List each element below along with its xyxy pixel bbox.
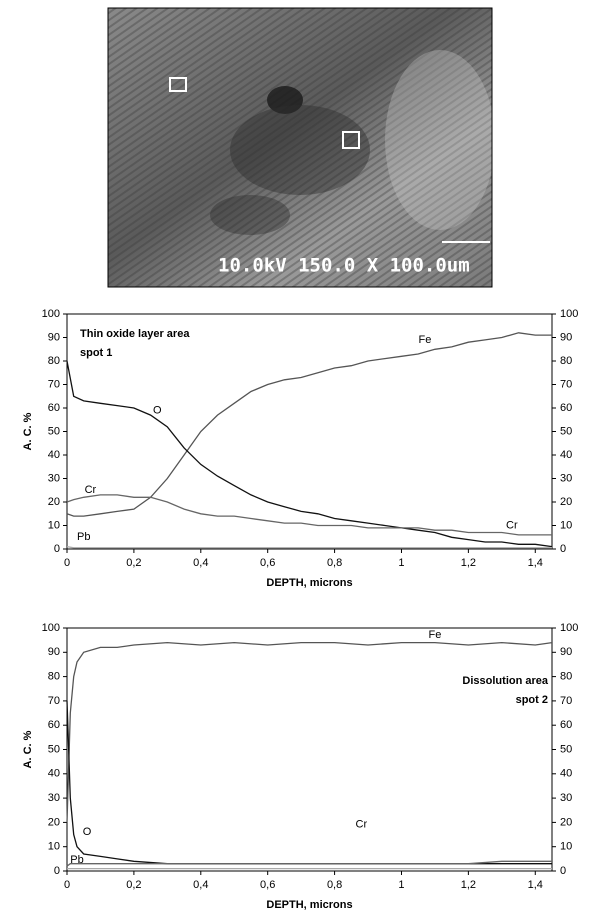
x-tick-label: 1,4 [528, 879, 543, 891]
y-tick-label: 60 [48, 719, 60, 731]
y-tick-label: 50 [48, 425, 60, 437]
plot-frame [66, 313, 553, 550]
y-tick-label: 30 [48, 792, 60, 804]
y2-tick-label: 10 [560, 519, 572, 531]
series-label: O [153, 404, 162, 416]
y-tick-label: 0 [54, 865, 60, 877]
y2-tick-label: 40 [560, 449, 572, 461]
series-line [66, 641, 553, 823]
y-tick-label: 100 [42, 308, 60, 320]
y2-tick-label: 30 [560, 472, 572, 484]
x-tick-label: 1,2 [461, 879, 476, 891]
series-line [66, 494, 552, 536]
y2-tick-label: 50 [560, 743, 572, 755]
y2-tick-label: 70 [560, 378, 572, 390]
y-axis-label: A. C. % [22, 412, 34, 450]
x-axis-label: DEPTH, microns [266, 577, 352, 589]
x-tick-label: 0 [64, 879, 70, 891]
y2-tick-label: 20 [560, 816, 572, 828]
y2-tick-label: 90 [560, 646, 572, 658]
y2-tick-label: 0 [560, 865, 566, 877]
x-tick-label: 0,8 [327, 557, 342, 569]
y-tick-label: 40 [48, 768, 60, 780]
x-tick-label: 1,2 [461, 557, 476, 569]
y-tick-label: 70 [48, 378, 60, 390]
x-tick-label: 0,8 [327, 879, 342, 891]
y-tick-label: 20 [48, 816, 60, 828]
y-tick-label: 80 [48, 355, 60, 367]
y2-tick-label: 100 [560, 622, 578, 634]
series-label: Pb [70, 854, 83, 866]
y2-tick-label: 100 [560, 308, 578, 320]
y-tick-label: 90 [48, 646, 60, 658]
series-label: O [83, 826, 92, 838]
x-tick-label: 1,4 [528, 557, 543, 569]
annotation: spot 2 [516, 694, 548, 706]
y-tick-label: 50 [48, 743, 60, 755]
series-line [66, 545, 552, 549]
x-tick-label: 1 [398, 557, 404, 569]
x-tick-label: 0,2 [126, 557, 141, 569]
y2-tick-label: 80 [560, 671, 572, 683]
x-axis-label: DEPTH, microns [266, 899, 352, 911]
y-tick-label: 10 [48, 841, 60, 853]
series-label: Cr [85, 484, 97, 496]
x-tick-label: 0,6 [260, 557, 275, 569]
plot-frame [66, 627, 553, 872]
y-tick-label: 60 [48, 402, 60, 414]
y2-tick-label: 0 [560, 543, 566, 555]
y-tick-label: 70 [48, 695, 60, 707]
y2-tick-label: 60 [560, 719, 572, 731]
annotation: Thin oxide layer area [80, 328, 190, 340]
x-tick-label: 0,4 [193, 879, 208, 891]
x-tick-label: 0,4 [193, 557, 208, 569]
series-line [66, 860, 552, 867]
y-axis-label: A. C. % [22, 730, 34, 768]
y2-tick-label: 50 [560, 425, 572, 437]
series-line [66, 700, 552, 865]
annotation: Dissolution area [462, 675, 548, 687]
y2-tick-label: 80 [560, 355, 572, 367]
y2-tick-label: 40 [560, 768, 572, 780]
series-line [66, 360, 553, 548]
x-tick-label: 0,6 [260, 879, 275, 891]
micrograph: 10.0kV 150.0 X 100.0um [108, 8, 492, 287]
series-label: Cr [356, 819, 368, 831]
y2-tick-label: 20 [560, 496, 572, 508]
micrograph-caption: 10.0kV 150.0 X 100.0um [218, 255, 470, 277]
series-label: Fe [418, 334, 431, 346]
y-tick-label: 10 [48, 519, 60, 531]
y-tick-label: 100 [42, 622, 60, 634]
y2-tick-label: 10 [560, 841, 572, 853]
series-label: Pb [77, 531, 90, 543]
y-tick-label: 0 [54, 543, 60, 555]
y2-tick-label: 90 [560, 331, 572, 343]
y2-tick-label: 70 [560, 695, 572, 707]
y2-tick-label: 30 [560, 792, 572, 804]
y-tick-label: 90 [48, 331, 60, 343]
y-tick-label: 30 [48, 472, 60, 484]
series-label: Cr [506, 519, 518, 531]
series-label: Fe [429, 629, 442, 641]
annotation: spot 1 [80, 347, 112, 359]
x-tick-label: 0,2 [126, 879, 141, 891]
y-tick-label: 80 [48, 671, 60, 683]
series-line [66, 332, 552, 517]
x-tick-label: 1 [398, 879, 404, 891]
y-tick-label: 20 [48, 496, 60, 508]
x-tick-label: 0 [64, 557, 70, 569]
y2-tick-label: 60 [560, 402, 572, 414]
y-tick-label: 40 [48, 449, 60, 461]
